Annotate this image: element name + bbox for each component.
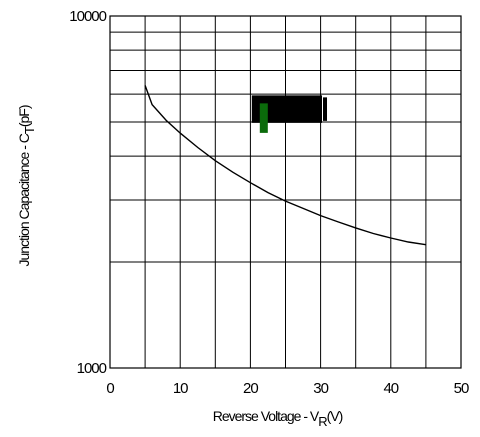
x-tick-label: 30 (313, 380, 328, 397)
y-tick-label: 1000 (77, 360, 107, 377)
x-tick-label: 0 (106, 380, 114, 397)
redaction-box-tail (323, 97, 328, 121)
y-axis-title: Junction Capacitance - CT(pF) (16, 105, 37, 266)
x-axis-title: Reverse Voltage - VR(V) (213, 408, 343, 429)
annotation-layer (251, 95, 328, 133)
x-tick-label: 20 (243, 380, 258, 397)
y-tick-labels: 1000 10000 (69, 8, 107, 377)
grid (110, 16, 461, 368)
x-tick-label: 40 (383, 380, 398, 397)
x-tick-labels: 0 10 20 30 40 50 (106, 380, 470, 397)
x-tick-label: 50 (454, 380, 469, 397)
green-marker (259, 103, 268, 133)
series-line-0 (144, 85, 427, 246)
plot-frame (109, 15, 462, 369)
x-tick-label: 10 (173, 380, 188, 397)
series-layer (144, 85, 427, 246)
y-tick-label: 10000 (69, 8, 106, 25)
